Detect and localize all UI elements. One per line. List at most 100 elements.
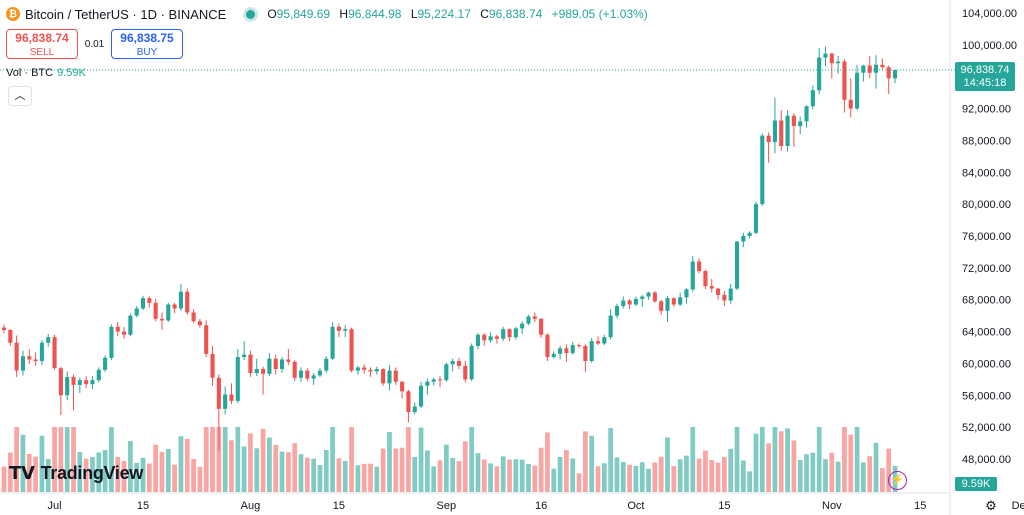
y-tick-label: 72,000.00 <box>962 263 1011 275</box>
volume-bar <box>330 427 335 492</box>
volume-bar <box>285 452 291 492</box>
volume-bar <box>121 460 127 492</box>
volume-bar <box>336 458 342 492</box>
volume-bar <box>816 427 822 492</box>
candle-body <box>33 359 38 362</box>
volume-bar <box>437 460 443 492</box>
candle-body <box>570 345 575 354</box>
candle-body <box>134 308 139 316</box>
candle-body <box>558 348 563 354</box>
candle-body <box>621 300 626 307</box>
volume-bar <box>298 454 304 492</box>
volume-value-tag: 9.59K <box>955 477 997 491</box>
candle-body <box>406 391 411 413</box>
volume-bar <box>178 436 184 492</box>
candle-body <box>595 341 601 344</box>
volume-bar <box>759 427 765 492</box>
y-tick-label: 84,000.00 <box>962 167 1011 179</box>
volume-bar <box>399 447 405 492</box>
volume-bar <box>77 452 83 492</box>
x-tick-label: Aug <box>241 500 261 512</box>
volume-bar <box>349 427 354 492</box>
candle-body <box>747 232 752 236</box>
candle-body <box>494 336 499 339</box>
candle-body <box>109 326 114 358</box>
candle-body <box>539 318 544 335</box>
candle-body <box>305 370 310 379</box>
volume-bar <box>7 452 13 492</box>
volume-bar <box>494 466 500 492</box>
lightning-icon[interactable]: ⚡ <box>888 471 907 490</box>
volume-bar <box>715 462 721 492</box>
volume-bar <box>734 427 740 492</box>
volume-bar <box>810 452 816 492</box>
candle-body <box>267 358 272 374</box>
volume-bar <box>96 452 102 492</box>
volume-bar <box>842 427 847 492</box>
candle-body <box>20 356 26 371</box>
volume-bar <box>747 471 753 492</box>
tradingview-logo: 𝗧𝗩 TradingView <box>9 463 143 484</box>
volume-bar <box>601 463 607 492</box>
candle-body <box>172 304 177 309</box>
volume-bar <box>886 448 892 492</box>
high-label: H <box>339 7 349 21</box>
candle-body <box>520 323 525 329</box>
candle-body <box>393 370 398 382</box>
tradingview-wordmark: TradingView <box>40 463 144 483</box>
gear-icon[interactable]: ⚙ <box>985 498 997 513</box>
candle-body <box>235 357 240 401</box>
candle-body <box>823 53 828 58</box>
buy-label: BUY <box>136 47 158 58</box>
candle-body <box>254 369 259 373</box>
candle-body <box>178 291 183 309</box>
volume-bar <box>823 459 828 492</box>
volume-bar <box>109 427 114 492</box>
volume-bar <box>488 463 493 492</box>
volume-bar <box>83 458 89 492</box>
x-tick-label: 16 <box>535 500 547 512</box>
candle-body <box>873 64 879 73</box>
buy-price: 96,838.75 <box>120 31 174 45</box>
bar-countdown: 14:45:18 <box>963 77 1007 89</box>
volume-bar <box>545 432 550 492</box>
volume-bar <box>33 456 38 492</box>
volume-bar <box>323 450 329 492</box>
candle-body <box>330 326 335 359</box>
candle-body <box>614 306 620 316</box>
candle-body <box>734 241 740 289</box>
volume-bar <box>153 444 159 492</box>
x-tick-label: Dec <box>1012 500 1024 512</box>
volume-bar <box>197 466 203 492</box>
candle-body <box>248 354 253 373</box>
close-value: 96,838.74 <box>488 7 543 21</box>
candle-body <box>153 302 158 319</box>
collapse-legend-button[interactable]: ︿ <box>8 86 32 106</box>
candle-body <box>640 296 645 299</box>
candle-body <box>58 368 63 396</box>
candle-body <box>627 300 632 305</box>
candle-body <box>678 297 683 305</box>
candle-body <box>804 106 809 122</box>
volume-bar <box>102 450 108 492</box>
candle-body <box>867 65 872 73</box>
candle-body <box>652 292 657 302</box>
sell-button[interactable]: 96,838.74 SELL <box>6 29 78 59</box>
buy-button[interactable]: 96,838.75 BUY <box>111 29 183 59</box>
candle-body <box>368 369 373 372</box>
candle-body <box>772 120 777 143</box>
volume-bar <box>462 441 468 492</box>
candle-body <box>128 315 133 335</box>
volume-bar <box>690 427 696 492</box>
volume-bar <box>507 459 512 492</box>
volume-bar <box>184 438 190 492</box>
candle-body <box>336 326 341 331</box>
candle-body <box>779 120 784 147</box>
volume-bar <box>861 462 866 492</box>
volume-bar <box>633 465 639 492</box>
volume-bar <box>778 431 784 492</box>
volume-legend[interactable]: Vol · BTC 9.59K <box>6 67 86 79</box>
symbol-title[interactable]: Bitcoin / TetherUS · 1D · BINANCE <box>25 6 227 22</box>
volume-bar <box>728 448 734 492</box>
